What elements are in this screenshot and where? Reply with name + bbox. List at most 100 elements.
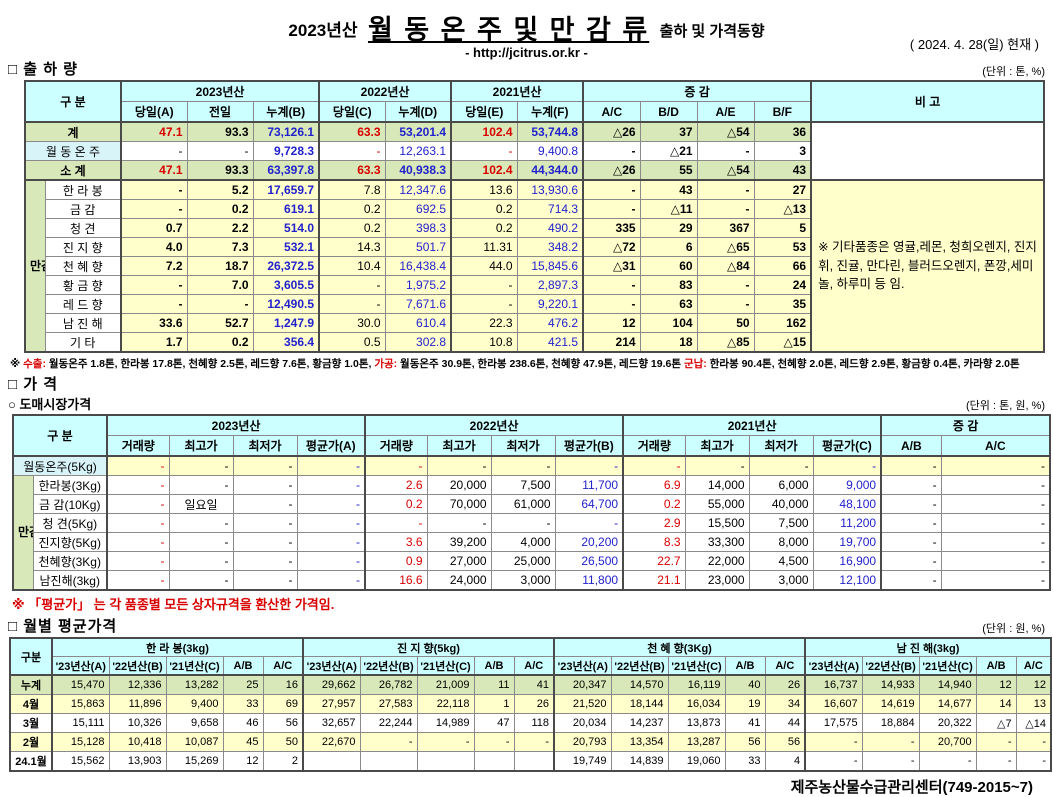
cell-value: 33 bbox=[724, 751, 766, 772]
cell-value: 6,000 bbox=[748, 475, 814, 495]
cell-value: - bbox=[804, 751, 863, 772]
cell-value: 13,903 bbox=[108, 751, 167, 772]
cell-value: 64,700 bbox=[554, 494, 624, 514]
cell-value: 10.8 bbox=[450, 332, 518, 353]
cell-value: - bbox=[296, 551, 366, 571]
row-label: 2월 bbox=[9, 732, 53, 752]
cell-value: 1.7 bbox=[120, 332, 188, 353]
row-label: 진지향(5Kg) bbox=[32, 532, 108, 552]
cell-value: 12,336 bbox=[108, 674, 167, 695]
site-url-link[interactable]: - http://jcitrus.or.kr - bbox=[465, 45, 588, 60]
cell-value: 12,100 bbox=[812, 570, 882, 591]
cell-value: 47.1 bbox=[120, 160, 188, 181]
cell-value: 12 bbox=[582, 313, 641, 333]
monthly-subcol: '22년산(B) bbox=[359, 656, 418, 676]
cell-value: 23,000 bbox=[684, 570, 750, 591]
cell-value: △13 bbox=[753, 199, 812, 219]
cell-value: 93.3 bbox=[186, 121, 254, 142]
cell-value: 22.3 bbox=[450, 313, 518, 333]
cell-value: - bbox=[232, 494, 298, 514]
row-label: 월 동 온 주 bbox=[24, 141, 122, 161]
cell-value: 2.6 bbox=[364, 475, 428, 495]
cell-value: 45 bbox=[222, 732, 264, 752]
cell-value: 1,975.2 bbox=[384, 275, 452, 295]
cell-value: - bbox=[232, 513, 298, 533]
cell-value: 11.31 bbox=[450, 237, 518, 257]
cell-value: 63.3 bbox=[318, 160, 386, 181]
group-label-mangamryu: 만감류 bbox=[12, 475, 34, 591]
cell-value: - bbox=[106, 494, 170, 514]
cell-value: 118 bbox=[513, 713, 555, 733]
monthly-subcol: '22년산(B) bbox=[108, 656, 167, 676]
monthly-unit-label: (단위 : 원, %) bbox=[982, 623, 1045, 635]
wholesale-col: 최저가 bbox=[232, 435, 298, 457]
cell-value: 12,490.5 bbox=[252, 294, 320, 314]
footnote-prefix: ※ bbox=[10, 358, 24, 370]
wholesale-col: 최저가 bbox=[490, 435, 556, 457]
bigo-empty-cell bbox=[810, 121, 1045, 181]
wholesale-group-2023: 2023년산 bbox=[106, 414, 366, 436]
cell-value: 27,000 bbox=[426, 551, 492, 571]
cell-value: △14 bbox=[1015, 713, 1052, 733]
cell-value: 14,940 bbox=[918, 674, 977, 695]
wholesale-price-table: 구 분 2023년산 2022년산 2021년산 증 감 거래량 최고가 최저가… bbox=[12, 414, 1051, 591]
cell-value: 20,034 bbox=[553, 713, 612, 733]
cell-value: 22,000 bbox=[684, 551, 750, 571]
cell-value: 9,658 bbox=[165, 713, 224, 733]
cell-value: 22,244 bbox=[359, 713, 418, 733]
cell-value: 26,782 bbox=[359, 674, 418, 695]
shipment-col: 당일(E) bbox=[450, 101, 518, 123]
cell-value: 104 bbox=[639, 313, 698, 333]
cell-value: 0.9 bbox=[364, 551, 428, 571]
price-section-header: □ 가 격 bbox=[8, 373, 1045, 394]
cell-value: 26,372.5 bbox=[252, 256, 320, 276]
cell-value: - bbox=[861, 751, 920, 772]
cell-value: 12 bbox=[222, 751, 264, 772]
cell-value: 53,744.8 bbox=[516, 121, 584, 142]
cell-value: 12 bbox=[1015, 674, 1052, 695]
cell-value: 15,500 bbox=[684, 513, 750, 533]
cell-value: △54 bbox=[696, 160, 755, 181]
cell-value: 29,662 bbox=[302, 674, 361, 695]
monthly-subcol: A/B bbox=[975, 656, 1017, 676]
price-section-title: □ 가 격 bbox=[8, 376, 58, 393]
cell-value: - bbox=[513, 732, 555, 752]
cell-value bbox=[359, 751, 418, 772]
cell-value: 50 bbox=[696, 313, 755, 333]
cell-value: - bbox=[696, 275, 755, 295]
cell-value: 16 bbox=[262, 674, 304, 695]
cell-value: 27,957 bbox=[302, 694, 361, 714]
cell-value: 47.1 bbox=[120, 121, 188, 142]
cell-value: 619.1 bbox=[252, 199, 320, 219]
row-label: 한 라 봉 bbox=[44, 179, 122, 200]
cell-value: - bbox=[296, 513, 366, 533]
cell-value: 0.2 bbox=[186, 199, 254, 219]
cell-value: 18,144 bbox=[610, 694, 669, 714]
cell-value: 93.3 bbox=[186, 160, 254, 181]
cell-value: 11 bbox=[473, 674, 515, 695]
cell-value: 3,000 bbox=[490, 570, 556, 591]
cell-value: - bbox=[582, 199, 641, 219]
row-label: 3월 bbox=[9, 713, 53, 733]
cell-value: 514.0 bbox=[252, 218, 320, 238]
cell-value: - bbox=[748, 455, 814, 476]
monthly-subcol: A/B bbox=[222, 656, 264, 676]
shipment-table: 구 분 2023년산 2022년산 2021년산 증 감 비 고 당일(A) 전… bbox=[24, 80, 1045, 353]
wholesale-col: A/B bbox=[880, 435, 942, 457]
cell-value: 3,000 bbox=[748, 570, 814, 591]
cell-value: △7 bbox=[975, 713, 1017, 733]
shipment-section-header: □ 출 하 량 (단위 : 톤, %) bbox=[8, 58, 1045, 79]
cell-value: 16,034 bbox=[667, 694, 726, 714]
title-year: 2023년산 bbox=[288, 21, 358, 40]
cell-value: 10,087 bbox=[165, 732, 224, 752]
cell-value: - bbox=[1015, 751, 1052, 772]
cell-value: 102.4 bbox=[450, 160, 518, 181]
cell-value: 56 bbox=[764, 732, 806, 752]
cell-value: - bbox=[120, 179, 188, 200]
cell-value: △54 bbox=[696, 121, 755, 142]
monthly-subcol: '21년산(C) bbox=[667, 656, 726, 676]
cell-value: 692.5 bbox=[384, 199, 452, 219]
cell-value: 19,700 bbox=[812, 532, 882, 552]
cell-value: 10.4 bbox=[318, 256, 386, 276]
